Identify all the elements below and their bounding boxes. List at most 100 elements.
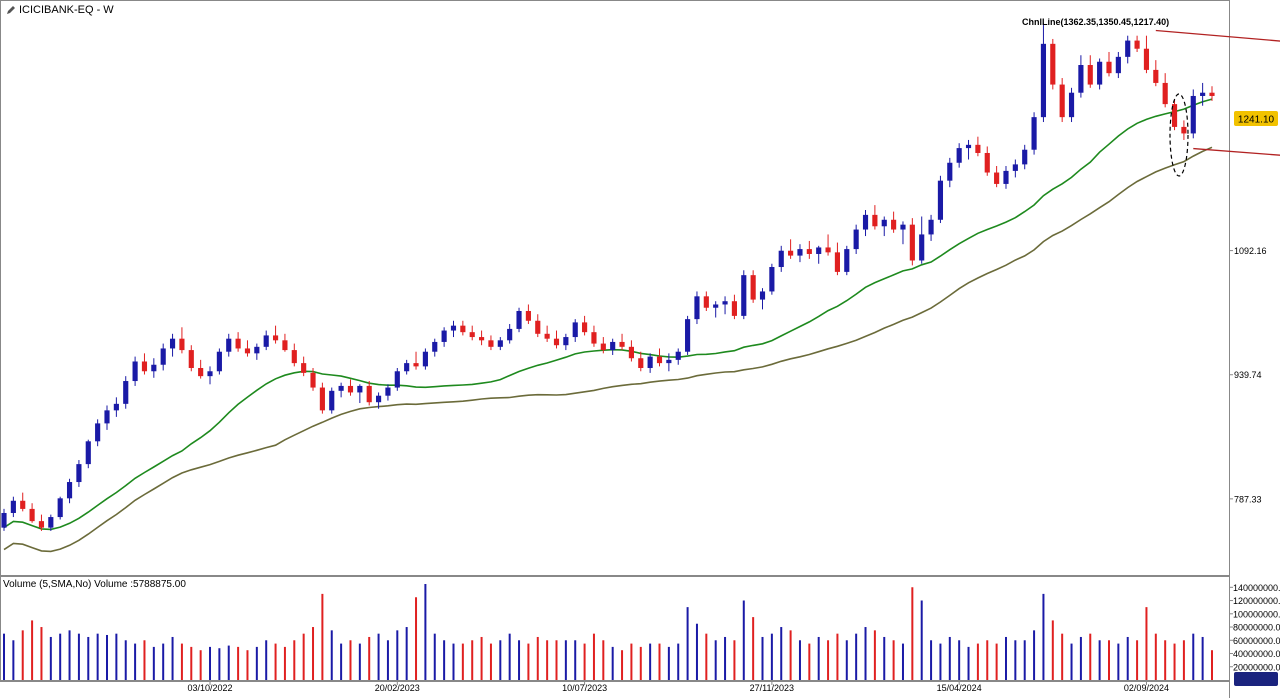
- candle: [1134, 35, 1140, 52]
- candle: [95, 419, 101, 447]
- candle-body: [806, 249, 812, 254]
- candle: [1181, 120, 1187, 140]
- candle: [347, 379, 354, 396]
- candle: [862, 209, 869, 237]
- chart-title: ICICIBANK-EQ - W: [6, 4, 114, 16]
- candle-body: [385, 387, 391, 396]
- candle: [582, 315, 588, 336]
- candle: [731, 294, 737, 320]
- candle-body: [591, 332, 597, 344]
- candle-body: [10, 500, 16, 513]
- candle-body: [1097, 61, 1103, 85]
- candle-body: [404, 363, 410, 372]
- candle-body: [1171, 104, 1178, 127]
- candle: [1050, 38, 1056, 90]
- volume-tick-label: 120000000.0: [1233, 596, 1280, 606]
- volume-tick-label: 20000000.0: [1233, 662, 1280, 672]
- candle: [226, 333, 232, 357]
- candle-body: [1003, 170, 1009, 184]
- candle: [1040, 22, 1047, 123]
- candle: [928, 214, 934, 241]
- candle: [66, 478, 73, 504]
- candle-body: [113, 403, 119, 411]
- candle-body: [1040, 43, 1047, 118]
- volume-pane-frame: [0, 576, 1230, 681]
- candle-body: [638, 358, 644, 369]
- candle-body: [235, 338, 241, 349]
- candle-body: [816, 247, 822, 254]
- candle: [375, 392, 382, 409]
- candle-body: [881, 219, 887, 227]
- candle: [413, 351, 419, 370]
- candle: [881, 216, 887, 237]
- price-badge-box: [1234, 111, 1278, 126]
- candle: [422, 348, 428, 370]
- candle: [1200, 82, 1206, 106]
- candle: [1106, 51, 1112, 77]
- candle-body: [1031, 117, 1037, 150]
- candle: [254, 343, 260, 360]
- candle: [338, 382, 344, 398]
- candle-body: [600, 343, 606, 351]
- candle-body: [872, 214, 878, 227]
- candle: [656, 348, 663, 367]
- candle-body: [788, 250, 794, 256]
- candle: [816, 245, 822, 264]
- candle: [1003, 166, 1009, 189]
- candle-body: [66, 482, 73, 499]
- candle-body: [301, 363, 307, 373]
- candle-body: [507, 328, 513, 341]
- price-tick-label: 1092.16: [1234, 246, 1267, 256]
- candle-body: [994, 172, 1000, 184]
- candle: [628, 340, 634, 362]
- candle-body: [57, 498, 63, 518]
- candle-body: [1162, 82, 1168, 105]
- candle: [244, 340, 251, 357]
- candle-body: [488, 340, 494, 347]
- candle: [750, 270, 756, 303]
- date-tick-label: 27/11/2023: [750, 683, 794, 693]
- candle-body: [759, 291, 766, 300]
- candle: [806, 240, 812, 259]
- candle-body: [291, 350, 297, 364]
- candle: [291, 343, 297, 367]
- candle: [619, 333, 625, 351]
- candle-body: [207, 371, 213, 377]
- candle: [1115, 51, 1121, 79]
- candle: [872, 205, 878, 230]
- candle-body: [29, 508, 35, 522]
- title-separator: -: [96, 4, 101, 16]
- candle-body: [947, 162, 953, 181]
- candle-body: [76, 464, 82, 483]
- candle: [975, 136, 981, 157]
- candle-body: [1087, 65, 1093, 85]
- candle-body: [553, 338, 560, 346]
- candle-body: [703, 296, 709, 308]
- candle: [965, 139, 972, 160]
- volume-pane-label: Volume (5,SMA,No) Volume :5788875.00: [3, 579, 186, 590]
- candle-body: [965, 144, 972, 149]
- candle-body: [188, 350, 194, 369]
- candle: [900, 221, 906, 245]
- candle: [1031, 112, 1037, 155]
- timeframe-label: W: [103, 4, 114, 16]
- candle: [825, 234, 831, 256]
- candle-body: [891, 219, 897, 230]
- highlight-ellipse: [1169, 93, 1189, 177]
- candle-body: [1106, 61, 1112, 74]
- candle: [198, 359, 204, 379]
- sma-fast-line: [3, 98, 1213, 531]
- candle: [319, 382, 325, 414]
- candle: [1171, 99, 1178, 131]
- volume-tick-label: 40000000.0: [1233, 649, 1280, 659]
- candle: [713, 301, 719, 318]
- date-tick-label: 15/04/2024: [937, 683, 982, 693]
- candle: [188, 345, 194, 372]
- candle: [722, 296, 728, 315]
- volume-tick-label: 80000000.0: [1233, 623, 1280, 633]
- candle: [947, 157, 953, 188]
- candle: [516, 307, 522, 333]
- candle: [329, 387, 335, 414]
- axis-labels: 1092.16 939.74 787.33 140000000.0 120000000.…: [187, 246, 1280, 693]
- symbol-label: ICICIBANK-EQ: [19, 4, 94, 16]
